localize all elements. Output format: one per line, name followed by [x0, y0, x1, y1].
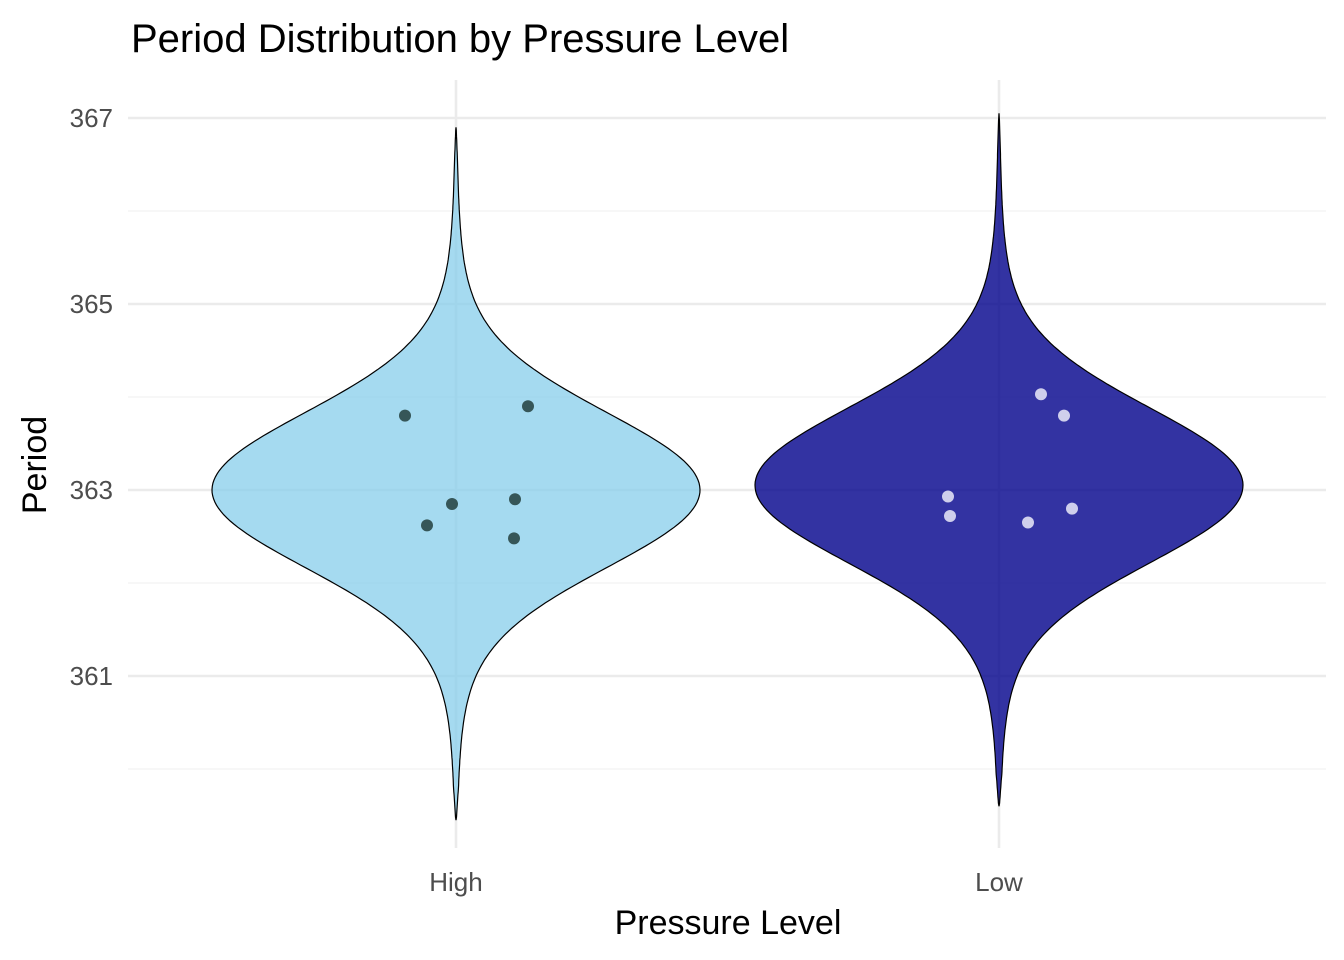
violin-low	[754, 113, 1244, 807]
data-point-low	[944, 510, 956, 523]
data-point-low	[942, 490, 954, 503]
x-tick-labels: High Low	[429, 867, 1023, 897]
chart-title: Period Distribution by Pressure Level	[131, 17, 789, 61]
y-tick-label: 367	[70, 103, 113, 133]
violins	[211, 113, 1244, 821]
y-tick-label: 363	[70, 475, 113, 505]
data-point-high	[421, 519, 433, 532]
y-tick-labels: 361 363 365 367	[70, 103, 113, 691]
y-tick-label: 365	[70, 289, 113, 319]
x-tick-label: High	[429, 867, 482, 897]
data-point-low	[1066, 502, 1078, 515]
data-point-high	[509, 493, 521, 506]
data-point-low	[1058, 409, 1070, 422]
data-point-high	[446, 497, 458, 510]
y-tick-label: 361	[70, 661, 113, 691]
data-point-high	[399, 409, 411, 422]
data-points	[399, 388, 1078, 545]
x-axis-title: Pressure Level	[615, 904, 842, 942]
x-tick-label: Low	[975, 867, 1023, 897]
data-point-low	[1022, 516, 1034, 529]
data-point-low	[1035, 388, 1047, 401]
y-axis-title: Period	[16, 416, 54, 514]
violin-high	[211, 127, 701, 821]
data-point-high	[508, 532, 520, 545]
data-point-high	[522, 400, 534, 413]
